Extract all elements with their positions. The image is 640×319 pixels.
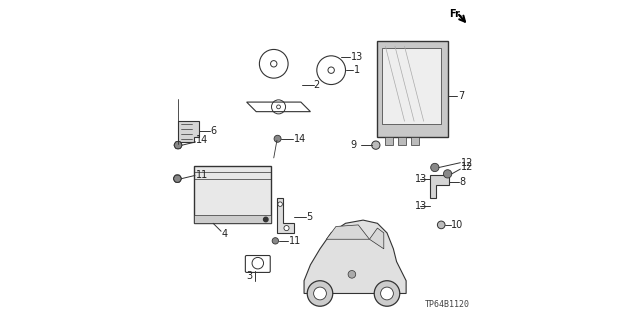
Text: 7: 7 [458,91,464,101]
FancyBboxPatch shape [194,215,271,223]
Polygon shape [369,228,384,249]
Text: 1: 1 [355,65,360,75]
Text: 14: 14 [294,134,306,144]
Circle shape [174,141,182,149]
Circle shape [272,238,278,244]
Text: 4: 4 [221,229,227,240]
Text: 6: 6 [211,126,217,136]
Circle shape [264,217,268,222]
Circle shape [307,281,333,306]
Text: 14: 14 [196,135,209,145]
Circle shape [437,221,445,229]
Text: 5: 5 [306,212,312,222]
FancyBboxPatch shape [382,48,441,124]
Circle shape [381,287,394,300]
FancyBboxPatch shape [378,41,447,137]
Polygon shape [178,121,199,142]
FancyBboxPatch shape [411,137,419,145]
Text: 2: 2 [314,79,320,90]
Text: 11: 11 [196,170,208,181]
Text: Fr.: Fr. [449,9,463,19]
FancyBboxPatch shape [194,166,271,223]
Circle shape [431,163,439,172]
Text: 10: 10 [451,220,463,230]
Circle shape [374,281,400,306]
Circle shape [173,175,181,182]
Text: 9: 9 [350,140,356,150]
Text: 8: 8 [460,177,465,187]
Circle shape [314,287,326,300]
Text: 12: 12 [461,158,473,168]
Text: 12: 12 [461,162,473,173]
FancyBboxPatch shape [385,137,394,145]
Polygon shape [326,225,369,239]
Circle shape [372,141,380,149]
Text: 13: 13 [415,174,428,184]
FancyBboxPatch shape [398,137,406,145]
Circle shape [274,135,281,142]
Text: 13: 13 [351,52,363,63]
Text: 11: 11 [289,236,301,246]
Circle shape [348,271,356,278]
Circle shape [284,226,289,231]
Polygon shape [430,175,449,198]
Text: 3: 3 [246,271,253,281]
Polygon shape [304,220,406,293]
Text: TP64B1120: TP64B1120 [425,300,470,309]
Polygon shape [277,198,294,233]
Circle shape [444,170,452,178]
Text: 13: 13 [415,201,428,211]
Circle shape [278,202,282,206]
